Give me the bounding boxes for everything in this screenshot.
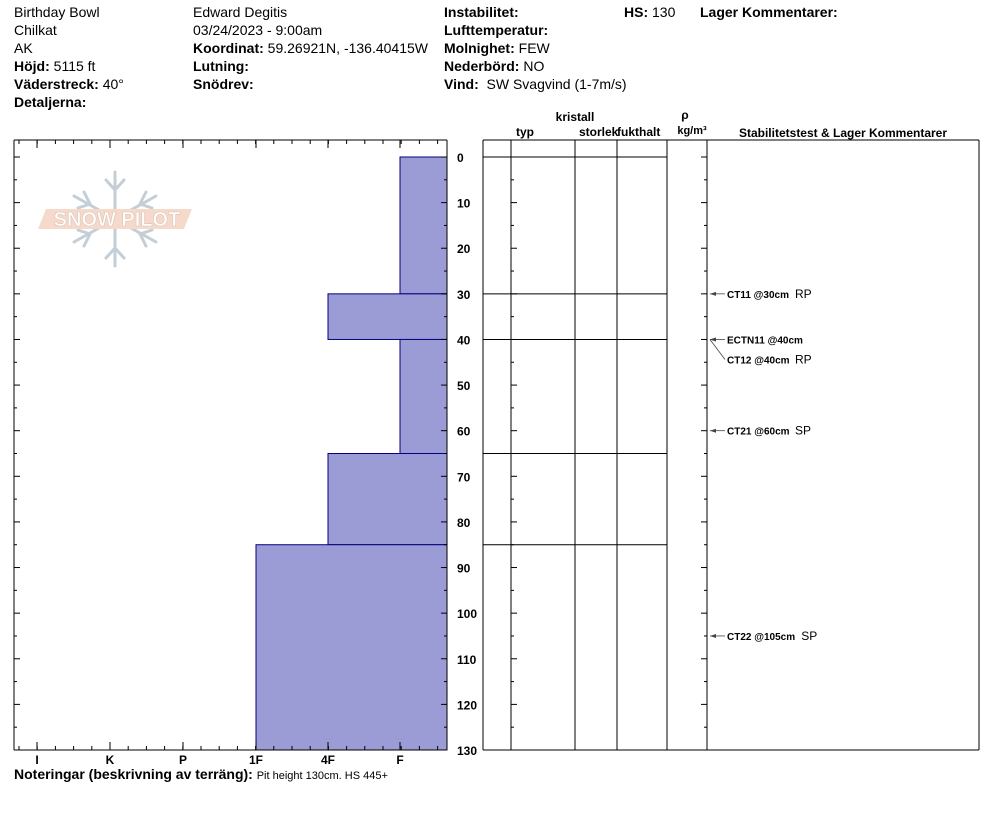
air-temp-label: Lufttemperatur:	[444, 22, 549, 38]
depth-axis: 0 10 20 30 40 50 60 70 80 90 100 110 120 130	[14, 151, 707, 758]
size-header: storlek	[579, 125, 619, 139]
moisture-header: fukthalt	[617, 125, 660, 139]
slope-row: Lutning:	[193, 57, 249, 75]
details-row: Detaljerna:	[14, 93, 86, 111]
depth-tick-label-10: 10	[457, 197, 471, 211]
aspect-label: Väderstreck:	[14, 76, 99, 92]
hardness-axis: I K P 1F 4F F	[18, 140, 439, 767]
hs-label: HS:	[624, 4, 649, 20]
layer-comments-label: Lager Kommentarer:	[700, 4, 838, 20]
wind-label: Vind:	[444, 76, 479, 92]
stability-tests: CT11 @30cm RP ECTN11 @40cm CT12 @40cm RP CT21…	[709, 287, 817, 643]
hardness-layers	[255, 156, 448, 751]
logo-banner	[38, 209, 192, 229]
elevation-value: 5115 ft	[53, 58, 96, 74]
test-label-4: CT22 @105cm	[727, 632, 795, 643]
notes-value: Pit height 130cm. HS 445+	[256, 770, 388, 782]
depth-tick-label-30: 30	[457, 288, 471, 302]
hardness-tick-label-K: K	[106, 753, 115, 767]
sky-label: Molnighet:	[444, 40, 515, 56]
observation-datetime: 03/24/2023 - 9:00am	[193, 22, 323, 38]
aspect-value: 40°	[102, 76, 124, 92]
wind-row: Vind: SW Svagvind (1-7m/s)	[444, 75, 627, 93]
depth-tick-label-120: 120	[457, 698, 477, 712]
notes-label: Noteringar (beskrivning av terräng):	[14, 766, 253, 782]
density-unit-header: kg/m³	[677, 125, 707, 137]
test-result-4: SP	[801, 629, 817, 643]
density-symbol-header: ρ	[681, 108, 688, 122]
drift-row: Snödrev:	[193, 75, 254, 93]
depth-tick-label-40: 40	[457, 333, 471, 347]
layer-comments-header: Lager Kommentarer:	[700, 3, 838, 21]
instability-row: Instabilitet:	[444, 3, 519, 21]
precip-label: Nederbörd:	[444, 58, 520, 74]
sky-value: FEW	[518, 40, 550, 56]
type-header: typ	[516, 125, 534, 139]
test-label-2: CT12 @40cm	[727, 355, 790, 366]
test-label-1: ECTN11 @40cm	[727, 335, 803, 346]
test-label-0: CT11 @30cm	[727, 290, 789, 301]
test-label-3: CT21 @60cm	[727, 427, 790, 438]
logo-text: SNOW PILOT	[54, 209, 181, 231]
hardness-layer-2	[399, 338, 448, 455]
depth-tick-label-100: 100	[457, 607, 477, 621]
air-temp-row: Lufttemperatur:	[444, 21, 548, 39]
hardness-tick-label-I: I	[35, 753, 38, 767]
instability-label: Instabilitet:	[444, 4, 519, 20]
hardness-tick-label-1F: 1F	[249, 753, 263, 767]
depth-tick-label-60: 60	[457, 425, 471, 439]
depth-tick-label-50: 50	[457, 379, 471, 393]
observer-name: Edward Degitis	[193, 4, 288, 20]
depth-tick-label-80: 80	[457, 516, 471, 530]
hardness-tick-label-4F: 4F	[321, 753, 335, 767]
crystal-group-header: kristall	[556, 110, 595, 124]
site-range: Chilkat	[14, 22, 57, 38]
hardness-layer-0	[399, 156, 448, 295]
stability-header: Stabilitetstest & Lager Kommentarer	[739, 126, 947, 140]
profile-frame	[13, 139, 980, 751]
depth-tick-label-130: 130	[457, 744, 477, 758]
depth-tick-label-70: 70	[457, 470, 471, 484]
test-result-0: RP	[795, 287, 812, 301]
hardness-tick-label-P: P	[179, 753, 187, 767]
coordinate-value: 59.26921N, -136.40415W	[267, 40, 428, 56]
hs-value: 130	[652, 4, 676, 20]
site-location: Birthday Bowl	[14, 4, 100, 20]
test-arrowhead-3	[710, 428, 716, 433]
column-headers: kristall typ storlek fukthalt ρ kg/m³ St…	[516, 108, 947, 140]
elevation-label: Höjd:	[14, 58, 50, 74]
notes-row: Noteringar (beskrivning av terräng): Pit…	[14, 766, 388, 782]
snowpilot-logo: SNOW PILOT	[38, 170, 192, 268]
hs-row: HS: 130	[624, 3, 675, 21]
elevation-row: Höjd: 5115 ft	[14, 57, 95, 75]
hardness-layer-4	[255, 544, 448, 751]
test-result-2: RP	[795, 352, 812, 366]
depth-tick-label-20: 20	[457, 242, 471, 256]
drift-label: Snödrev:	[193, 76, 254, 92]
slope-label: Lutning:	[193, 58, 249, 74]
details-label: Detaljerna:	[14, 94, 87, 110]
wind-value: SW Svagvind (1-7m/s)	[486, 76, 627, 92]
depth-tick-label-110: 110	[457, 653, 477, 667]
hardness-tick-label-F: F	[396, 753, 403, 767]
sky-row: Molnighet: FEW	[444, 39, 550, 57]
hardness-layer-3	[327, 453, 448, 546]
precip-value: NO	[523, 58, 545, 74]
coordinate-row: Koordinat: 59.26921N, -136.40415W	[193, 39, 428, 57]
coordinate-label: Koordinat:	[193, 40, 264, 56]
aspect-row: Väderstreck: 40°	[14, 75, 124, 93]
test-arrow-2	[709, 339, 726, 360]
precip-row: Nederbörd: NO	[444, 57, 544, 75]
site-state: AK	[14, 40, 33, 56]
test-arrowhead-0	[710, 291, 716, 296]
depth-tick-label-0: 0	[457, 151, 464, 165]
test-result-3: SP	[795, 424, 811, 438]
test-arrowhead-4	[710, 633, 716, 638]
layer-boundaries	[483, 156, 667, 546]
hardness-layer-1	[327, 293, 448, 340]
test-arrowhead-2	[710, 337, 716, 342]
depth-tick-label-90: 90	[457, 562, 471, 576]
